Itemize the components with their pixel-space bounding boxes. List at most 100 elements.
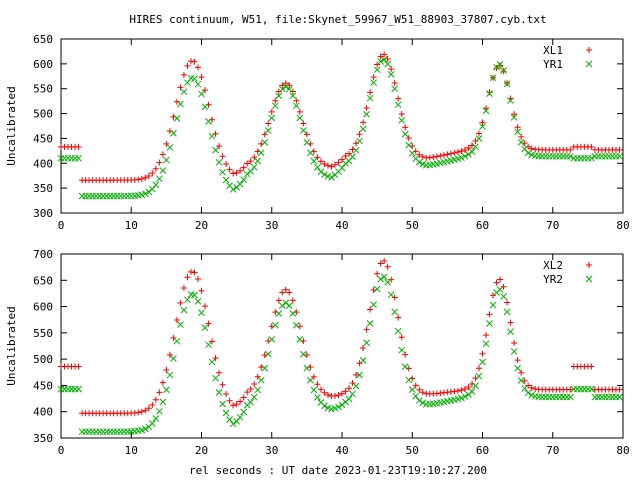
data-point: [138, 426, 146, 434]
data-point: [616, 393, 623, 401]
data-point: [335, 392, 342, 399]
data-point: [566, 152, 574, 160]
data-point: [352, 382, 360, 390]
legend-label: YR1: [543, 58, 563, 71]
data-point: [247, 398, 255, 406]
data-point: [360, 119, 367, 126]
data-point: [219, 400, 226, 408]
data-point: [430, 154, 437, 161]
legend-marker: [586, 262, 592, 268]
data-point: [292, 321, 300, 329]
data-point: [145, 172, 152, 179]
data-point: [310, 157, 318, 165]
data-point: [321, 171, 328, 178]
data-point: [497, 276, 504, 283]
data-point: [317, 386, 324, 393]
data-point: [381, 258, 388, 265]
data-point: [261, 131, 268, 138]
data-point: [145, 405, 152, 412]
data-point: [377, 260, 384, 267]
data-point: [486, 90, 493, 97]
data-point: [377, 275, 384, 283]
data-point: [135, 409, 142, 416]
data-point: [247, 386, 254, 393]
data-point: [328, 163, 335, 170]
data-point: [451, 388, 458, 395]
data-point: [525, 382, 532, 389]
data-point: [517, 138, 525, 146]
data-point: [475, 135, 483, 142]
data-point: [356, 131, 363, 138]
y-tick-label: 500: [33, 108, 53, 121]
legend-marker: [585, 60, 593, 68]
data-point: [152, 396, 159, 403]
data-point: [240, 394, 247, 401]
data-point: [518, 369, 525, 376]
data-point: [251, 381, 258, 388]
data-point: [282, 299, 290, 307]
data-point: [388, 276, 395, 283]
data-point: [222, 409, 230, 417]
data-point: [356, 360, 363, 367]
data-point: [205, 341, 212, 349]
data-point: [296, 108, 303, 115]
data-point: [507, 97, 514, 104]
data-point: [349, 153, 356, 161]
data-point: [205, 117, 212, 125]
data-point: [567, 386, 574, 393]
data-point: [398, 334, 405, 341]
data-point: [75, 385, 82, 393]
data-point: [461, 146, 468, 153]
data-point: [363, 339, 370, 347]
data-point: [524, 389, 532, 397]
data-point: [352, 146, 360, 154]
data-point: [353, 371, 360, 378]
data-point: [303, 131, 310, 138]
data-point: [173, 115, 181, 122]
data-point: [479, 350, 486, 357]
data-point: [349, 379, 356, 386]
data-point: [237, 398, 244, 405]
y-tick-label: 650: [33, 274, 53, 287]
data-point: [184, 274, 191, 281]
data-point: [616, 146, 623, 153]
data-point: [486, 311, 493, 318]
data-point: [275, 88, 282, 95]
data-point: [219, 153, 226, 160]
data-point: [345, 395, 353, 403]
x-tick-label: 80: [616, 444, 629, 457]
data-point: [472, 143, 479, 151]
data-point: [408, 149, 416, 157]
data-point: [177, 100, 184, 108]
data-point: [335, 159, 342, 166]
data-point: [310, 386, 318, 394]
data-point: [616, 386, 623, 393]
x-tick-label: 70: [546, 444, 559, 457]
data-point: [216, 369, 223, 376]
data-point: [247, 158, 254, 165]
data-point: [135, 176, 142, 183]
y-tick-label: 600: [33, 301, 53, 314]
data-point: [384, 263, 391, 270]
x-tick-label: 0: [58, 219, 65, 232]
data-point: [314, 381, 321, 388]
data-point: [264, 127, 272, 134]
data-point: [514, 364, 521, 372]
data-point: [472, 138, 479, 145]
data-point: [339, 156, 345, 163]
data-point: [395, 95, 402, 102]
data-point: [219, 381, 226, 388]
data-point: [454, 387, 461, 394]
data-point: [321, 402, 328, 410]
data-point: [156, 389, 163, 396]
data-point: [566, 393, 574, 401]
data-point: [156, 159, 163, 166]
data-point: [412, 382, 419, 389]
legend-marker: [586, 47, 592, 53]
data-point: [416, 386, 423, 393]
data-point: [342, 160, 349, 167]
data-point: [349, 390, 356, 398]
data-point: [391, 294, 398, 301]
data-point: [212, 355, 219, 362]
data-point: [141, 190, 149, 198]
